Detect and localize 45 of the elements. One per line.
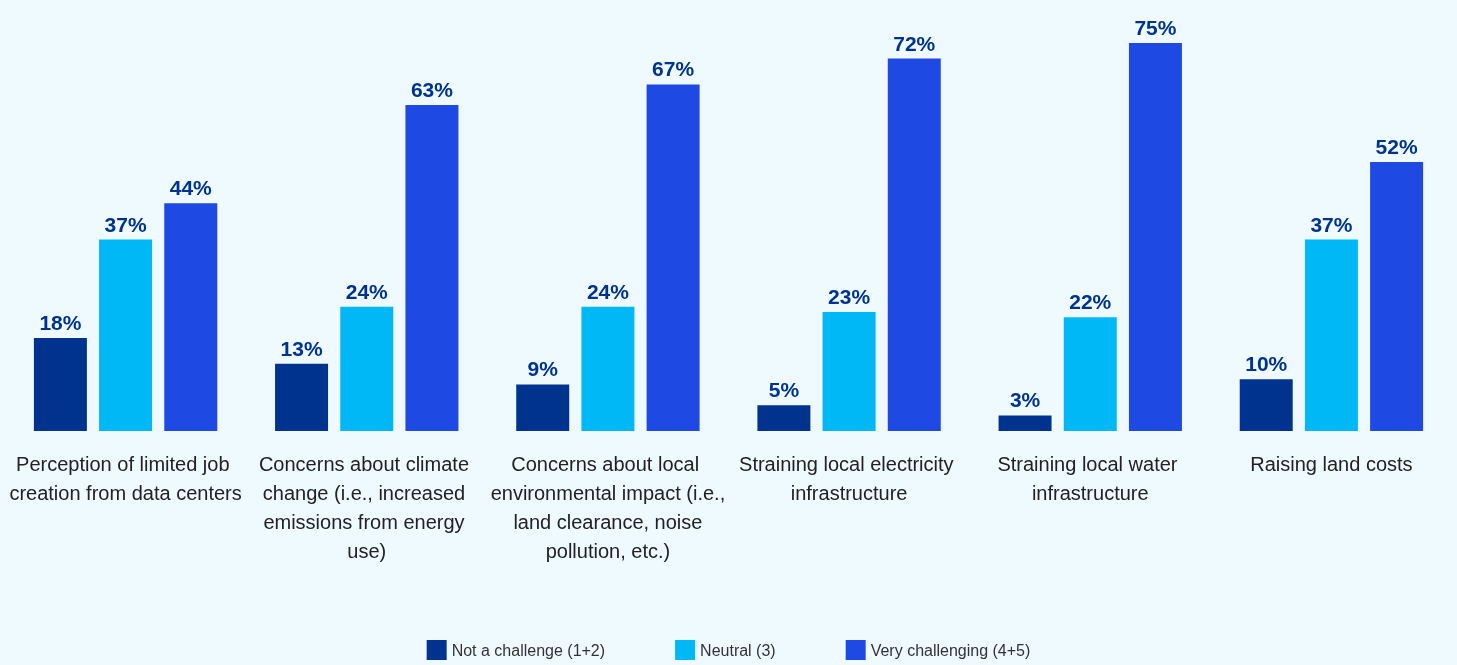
bar <box>887 58 941 431</box>
data-label: 24% <box>586 279 630 303</box>
data-label: 5% <box>768 378 800 402</box>
data-label: 75% <box>1134 16 1177 39</box>
bar <box>340 306 394 431</box>
x-tick-label: Raising land costs <box>1250 452 1413 475</box>
legend-label: Neutral (3) <box>700 641 776 659</box>
bar <box>516 384 570 431</box>
data-label: 13% <box>280 336 323 360</box>
bar <box>998 415 1052 431</box>
bar <box>164 203 218 431</box>
x-tick-label: Straining local electricity infrastructure <box>739 452 960 504</box>
bar <box>405 105 459 431</box>
bar <box>99 239 153 431</box>
data-label: 44% <box>169 176 213 200</box>
data-label: 22% <box>1069 290 1112 314</box>
bar <box>275 363 329 431</box>
data-label: 24% <box>345 279 389 303</box>
bar <box>757 405 811 431</box>
bar <box>646 84 700 431</box>
bar <box>1128 43 1182 431</box>
bar <box>1063 317 1117 431</box>
data-label: 67% <box>652 57 695 81</box>
x-tick-label: Straining local water infrastructure <box>997 452 1184 504</box>
bar <box>822 312 876 431</box>
data-label: 37% <box>1310 212 1353 236</box>
data-label: 9% <box>527 357 559 381</box>
bar <box>1370 161 1424 431</box>
data-label: 52% <box>1375 134 1418 158</box>
data-label: 72% <box>893 31 936 55</box>
data-label: 23% <box>828 285 871 309</box>
legend-label: Very challenging (4+5) <box>870 641 1031 659</box>
legend-label: Not a challenge (1+2) <box>451 641 606 659</box>
bar <box>33 337 87 431</box>
x-tick-label: Perception of limited job creation from data centers <box>9 452 242 504</box>
bar <box>581 306 635 431</box>
data-label: 63% <box>410 78 454 102</box>
data-label: 18% <box>39 310 82 334</box>
data-label: 37% <box>104 212 147 236</box>
bar <box>1304 239 1358 431</box>
bar <box>1239 379 1293 431</box>
data-label: 10% <box>1245 352 1288 376</box>
x-tick-label: Concerns about climate change (i.e., increased emissions from energy use) <box>258 452 475 562</box>
x-tick-label: Concerns about local environmental impact (i.e., land clearance, noise pollution, etc.) <box>490 452 726 562</box>
data-label: 3% <box>1009 388 1041 412</box>
